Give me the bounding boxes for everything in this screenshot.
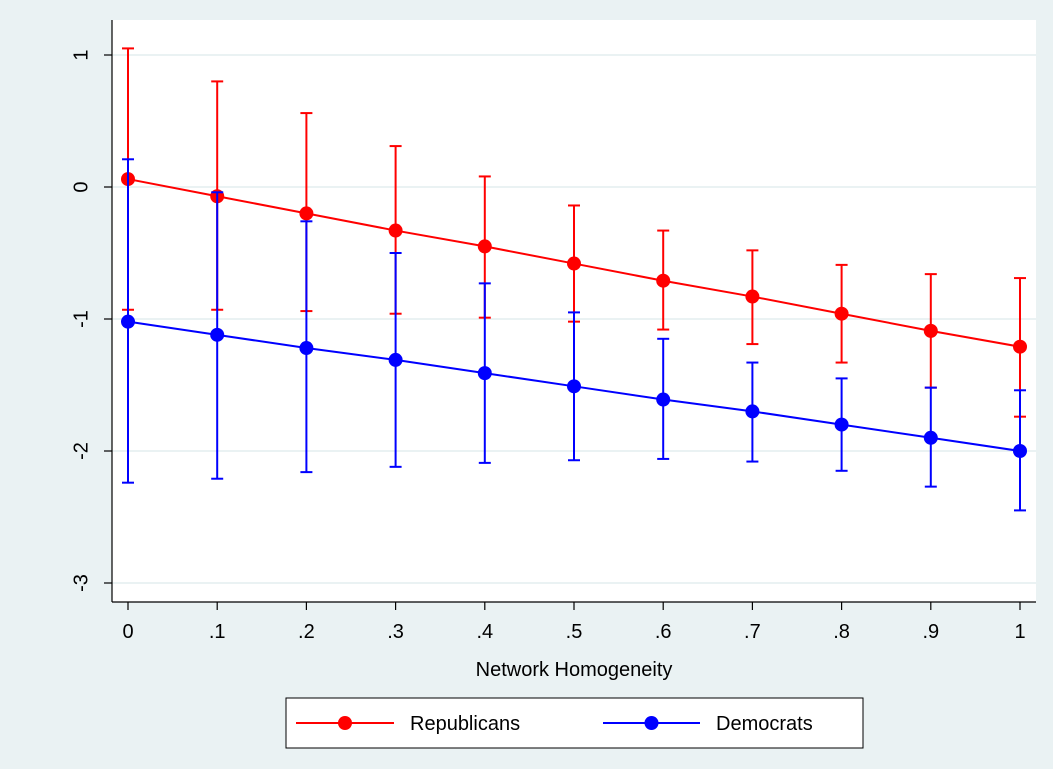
point-6 xyxy=(656,273,671,288)
point-4 xyxy=(477,366,492,381)
point-8 xyxy=(834,417,849,432)
series-democrats xyxy=(121,158,1027,512)
point-7 xyxy=(745,404,760,419)
x-tick-label-4: .4 xyxy=(476,621,493,643)
y-tick-label-3: -2 xyxy=(70,442,92,460)
x-tick-label-6: .6 xyxy=(655,621,672,643)
x-tick-label-7: .7 xyxy=(744,621,761,643)
point-6 xyxy=(656,392,671,407)
legend-marker xyxy=(338,716,352,730)
point-2 xyxy=(299,206,314,221)
legend: Republicans Democrats xyxy=(285,697,864,749)
legend-marker xyxy=(644,716,659,730)
point-10 xyxy=(1013,444,1027,458)
y-tick-label-2: -1 xyxy=(70,310,92,328)
y-tick-label-1: 0 xyxy=(70,181,92,192)
legend-item-republicans: Republicans xyxy=(296,713,520,735)
point-9 xyxy=(923,323,938,338)
series-layer xyxy=(121,47,1027,512)
x-tick-label-1: .1 xyxy=(209,621,226,643)
point-7 xyxy=(745,289,760,304)
point-5 xyxy=(567,256,581,271)
point-5 xyxy=(567,379,581,394)
y-tick-label-4: -3 xyxy=(70,574,92,592)
x-tick-label-3: .3 xyxy=(387,621,404,643)
x-tick-label-9: .9 xyxy=(922,621,939,643)
point-0 xyxy=(121,314,135,329)
legend-item-democrats: Democrats xyxy=(603,713,813,735)
point-4 xyxy=(477,239,492,254)
point-10 xyxy=(1013,339,1027,354)
x-tick-label-0: 0 xyxy=(122,621,133,643)
axes: 1 0 -1 -2 -3 0 .1 .2 .3 .4 .5 .6 .7 .8 .9 1 xyxy=(70,20,1036,643)
point-8 xyxy=(834,306,849,321)
legend-label: Democrats xyxy=(716,713,813,735)
x-tick-label-10: 1 xyxy=(1014,621,1025,643)
point-3 xyxy=(388,223,403,238)
point-2 xyxy=(299,341,314,356)
point-1 xyxy=(210,327,225,342)
x-axis-title: Network Homogeneity xyxy=(476,659,673,681)
x-tick-label-8: .8 xyxy=(833,621,850,643)
point-3 xyxy=(388,352,403,367)
point-9 xyxy=(923,430,938,445)
x-tick-label-5: .5 xyxy=(566,621,583,643)
legend-label: Republicans xyxy=(410,713,520,735)
x-tick-label-2: .2 xyxy=(298,621,315,643)
y-tick-label-0: 1 xyxy=(70,49,92,60)
